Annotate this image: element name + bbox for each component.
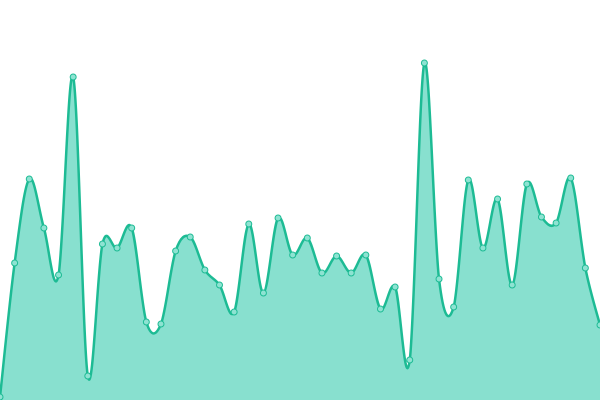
point <box>479 244 487 252</box>
point <box>259 289 267 297</box>
point <box>552 219 560 227</box>
point <box>11 259 19 267</box>
point <box>84 372 92 380</box>
point <box>186 233 194 241</box>
point <box>274 214 282 222</box>
point <box>142 318 150 326</box>
area <box>0 62 600 400</box>
point <box>113 244 121 252</box>
point <box>391 283 399 291</box>
point <box>376 305 384 313</box>
point <box>567 174 575 182</box>
point <box>216 281 224 289</box>
point <box>25 175 33 183</box>
point <box>596 321 600 329</box>
point <box>333 252 341 260</box>
point <box>435 275 443 283</box>
point <box>40 224 48 232</box>
line <box>0 61 600 398</box>
point <box>289 251 297 259</box>
point <box>508 281 516 289</box>
point <box>157 320 165 328</box>
point <box>230 308 238 316</box>
point <box>245 220 253 228</box>
point <box>406 356 414 364</box>
point <box>494 195 502 203</box>
point <box>537 213 545 221</box>
point <box>69 73 77 81</box>
point <box>420 59 428 67</box>
point <box>201 266 209 274</box>
point <box>347 269 355 277</box>
point <box>450 303 458 311</box>
point <box>318 269 326 277</box>
point <box>128 224 136 232</box>
point <box>303 234 311 242</box>
point <box>362 251 370 259</box>
point <box>172 247 180 255</box>
point <box>464 176 472 184</box>
point <box>98 240 106 248</box>
point <box>581 264 589 272</box>
point <box>55 271 63 279</box>
point <box>523 180 531 188</box>
point <box>0 393 4 400</box>
